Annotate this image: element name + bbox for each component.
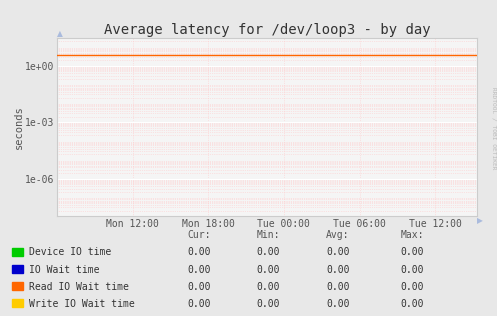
- Text: Avg:: Avg:: [326, 230, 350, 240]
- Text: 0.00: 0.00: [326, 299, 350, 309]
- Text: Cur:: Cur:: [187, 230, 211, 240]
- Text: Max:: Max:: [401, 230, 424, 240]
- Text: 0.00: 0.00: [256, 264, 280, 275]
- Text: 0.00: 0.00: [326, 247, 350, 258]
- Text: 0.00: 0.00: [401, 264, 424, 275]
- Text: 0.00: 0.00: [326, 282, 350, 292]
- Text: Min:: Min:: [256, 230, 280, 240]
- Text: 0.00: 0.00: [401, 282, 424, 292]
- Text: 0.00: 0.00: [401, 247, 424, 258]
- Text: Write IO Wait time: Write IO Wait time: [29, 299, 135, 309]
- Text: 0.00: 0.00: [187, 247, 211, 258]
- Text: 0.00: 0.00: [187, 282, 211, 292]
- Text: IO Wait time: IO Wait time: [29, 264, 99, 275]
- Text: 0.00: 0.00: [187, 264, 211, 275]
- Text: ▲: ▲: [57, 29, 63, 38]
- Text: 0.00: 0.00: [401, 299, 424, 309]
- Text: 0.00: 0.00: [256, 282, 280, 292]
- Text: 0.00: 0.00: [326, 264, 350, 275]
- Y-axis label: seconds: seconds: [13, 105, 24, 149]
- Text: 0.00: 0.00: [256, 247, 280, 258]
- Text: Device IO time: Device IO time: [29, 247, 111, 258]
- Text: 0.00: 0.00: [256, 299, 280, 309]
- Text: ▶: ▶: [477, 216, 483, 225]
- Text: RRDTOOL / TOBI OETIKER: RRDTOOL / TOBI OETIKER: [491, 87, 496, 169]
- Text: Read IO Wait time: Read IO Wait time: [29, 282, 129, 292]
- Title: Average latency for /dev/loop3 - by day: Average latency for /dev/loop3 - by day: [104, 23, 430, 37]
- Text: 0.00: 0.00: [187, 299, 211, 309]
